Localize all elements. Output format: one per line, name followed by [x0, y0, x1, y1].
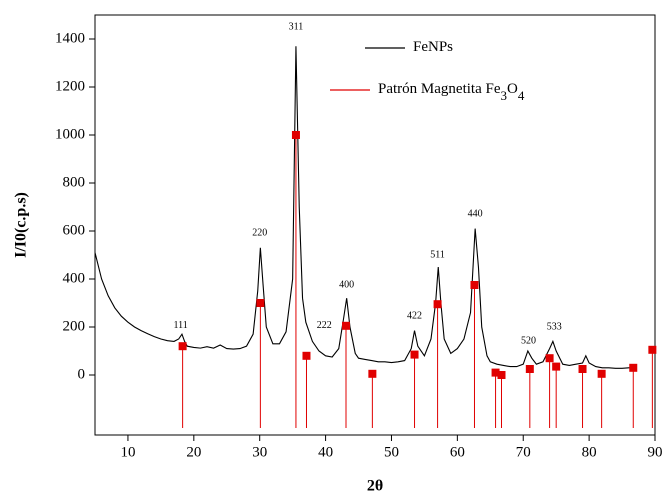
stem-marker	[433, 300, 442, 309]
stem-marker	[648, 345, 657, 354]
peak-label: 520	[521, 336, 536, 347]
x-tick-label: 10	[120, 444, 135, 460]
legend-label: Patrón Magnetita Fe3O4	[378, 81, 525, 103]
peak-label: 400	[339, 279, 354, 290]
peak-label: 440	[468, 208, 483, 219]
y-tick-label: 600	[63, 222, 86, 238]
x-tick-label: 20	[186, 444, 201, 460]
peak-label: 111	[174, 320, 188, 331]
peak-label: 422	[407, 310, 422, 321]
stem-marker	[552, 362, 561, 371]
y-tick-label: 1000	[55, 126, 85, 142]
x-tick-label: 50	[384, 444, 399, 460]
x-tick-label: 90	[648, 444, 663, 460]
stem-marker	[302, 351, 311, 360]
stem-marker	[291, 131, 300, 139]
data-line	[94, 46, 636, 369]
y-tick-label: 800	[63, 174, 86, 190]
stem-marker	[597, 369, 606, 378]
y-tick-label: 1400	[55, 30, 85, 46]
plot-frame	[94, 14, 656, 436]
stem-marker	[629, 363, 638, 372]
peak-label: 222	[317, 320, 332, 331]
y-tick-label: 200	[63, 318, 86, 334]
stem-marker	[491, 368, 500, 377]
peak-label: 311	[289, 21, 304, 32]
stem-marker	[497, 371, 506, 379]
peak-label: 511	[430, 249, 445, 260]
peak-label: 533	[547, 321, 562, 332]
stem-marker	[256, 299, 265, 307]
y-tick-label: 400	[63, 270, 86, 286]
stem-marker	[470, 281, 479, 289]
x-tick-label: 70	[516, 444, 531, 460]
y-axis-label: I/I0(c.p.s)	[13, 192, 30, 258]
stem-marker	[410, 350, 419, 359]
legend-label: FeNPs	[413, 39, 453, 55]
x-tick-label: 60	[450, 444, 465, 460]
peak-label: 220	[252, 228, 267, 239]
stem-marker	[178, 342, 187, 351]
stem-marker	[368, 369, 377, 378]
y-tick-label: 0	[78, 366, 86, 382]
x-tick-label: 40	[318, 444, 333, 460]
x-axis-label: 2θ	[367, 478, 383, 495]
stem-marker	[545, 354, 554, 363]
stem-marker	[525, 365, 534, 373]
x-tick-label: 80	[582, 444, 597, 460]
stem-marker	[342, 321, 351, 330]
y-tick-label: 1200	[55, 78, 85, 94]
stem-marker	[578, 365, 587, 373]
x-tick-label: 30	[252, 444, 267, 460]
